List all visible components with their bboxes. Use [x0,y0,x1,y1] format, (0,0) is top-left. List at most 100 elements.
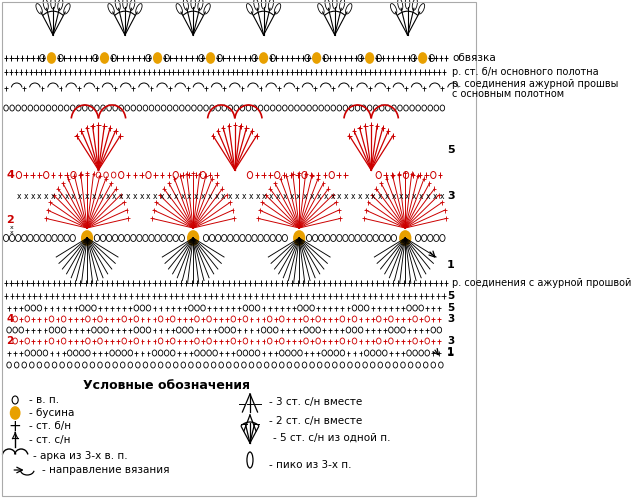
Text: x: x [344,192,348,201]
Text: 2: 2 [6,215,14,225]
Circle shape [48,53,56,63]
Circle shape [294,231,305,245]
Text: x: x [405,192,410,201]
Text: 5: 5 [447,145,454,155]
Text: - направление вязания: - направление вязания [42,465,170,475]
Text: x: x [221,192,226,201]
Text: x: x [146,192,151,201]
Text: x: x [174,192,178,201]
Text: x: x [358,192,362,201]
Text: x: x [351,192,355,201]
Text: x: x [201,192,205,201]
Circle shape [400,231,411,245]
Text: x: x [392,192,396,201]
Text: - ст. с/н: - ст. с/н [29,435,70,445]
Text: x: x [64,192,69,201]
Circle shape [154,53,162,63]
Text: x: x [194,192,198,201]
Text: р. соединения ажурной прошвы: р. соединения ажурной прошвы [452,79,618,89]
Text: x: x [290,192,294,201]
Text: 2: 2 [6,336,13,346]
Text: р. соединения с ажурной прошвой: р. соединения с ажурной прошвой [452,278,631,288]
Text: 1: 1 [447,347,454,357]
Text: x: x [139,192,144,201]
Text: x: x [276,192,280,201]
Circle shape [82,231,92,245]
Circle shape [366,53,374,63]
Text: - в. п.: - в. п. [29,395,59,405]
Text: x: x [432,192,437,201]
Text: x: x [133,192,137,201]
Text: x: x [71,192,76,201]
Circle shape [101,53,109,63]
Text: x: x [98,192,103,201]
Text: x: x [16,192,21,201]
Text: 4: 4 [6,170,14,180]
Text: x: x [23,192,28,201]
Text: р. ст. б/н основного полотна: р. ст. б/н основного полотна [452,67,599,77]
Text: 1: 1 [447,260,455,270]
Text: x: x [167,192,171,201]
Text: x
x: x x [9,225,13,236]
Text: x: x [303,192,307,201]
Text: x: x [262,192,267,201]
Text: - пико из 3-х п.: - пико из 3-х п. [269,460,351,470]
Text: x: x [283,192,287,201]
Text: 3: 3 [447,336,454,346]
Text: x: x [119,192,124,201]
Text: x: x [180,192,185,201]
Circle shape [313,53,321,63]
Text: - 5 ст. с/н из одной п.: - 5 ст. с/н из одной п. [273,433,390,443]
Text: x: x [364,192,369,201]
Text: x: x [78,192,83,201]
Text: x: x [412,192,416,201]
Text: x: x [426,192,430,201]
Text: с основным полотном: с основным полотном [452,89,564,99]
Text: x: x [371,192,375,201]
Text: x: x [105,192,110,201]
Text: 5: 5 [447,291,454,301]
Text: x: x [242,192,246,201]
Text: Условные обозначения: Условные обозначения [83,378,250,391]
Text: x: x [337,192,341,201]
Text: x: x [160,192,164,201]
Text: 3: 3 [447,314,454,324]
Text: 1: 1 [447,348,454,358]
Text: - бусина: - бусина [29,408,74,418]
Circle shape [11,407,20,419]
Text: x: x [187,192,192,201]
Text: x: x [112,192,117,201]
Text: - 2 ст. с/н вместе: - 2 ст. с/н вместе [269,416,362,426]
Text: x: x [37,192,42,201]
Text: x: x [330,192,335,201]
Text: 5: 5 [447,303,454,313]
Text: x: x [296,192,301,201]
Text: x: x [324,192,328,201]
Text: x: x [30,192,35,201]
Circle shape [260,53,268,63]
Text: 3: 3 [447,191,454,201]
Text: обвязка: обвязка [452,53,496,63]
Text: x: x [44,192,49,201]
Text: - ст. б/н: - ст. б/н [29,421,71,431]
Text: 4: 4 [6,314,13,324]
Text: x: x [317,192,321,201]
Text: x: x [57,192,62,201]
Text: x: x [439,192,444,201]
Text: x: x [91,192,96,201]
Text: x: x [50,192,56,201]
Text: x: x [126,192,130,201]
Text: x: x [153,192,158,201]
Text: +: + [9,418,21,433]
Circle shape [188,231,199,245]
Text: x: x [208,192,212,201]
Text: x: x [269,192,273,201]
Text: x: x [228,192,233,201]
Text: x: x [398,192,403,201]
Circle shape [207,53,215,63]
Text: - 3 ст. с/н вместе: - 3 ст. с/н вместе [269,397,362,407]
Text: x: x [249,192,253,201]
Text: x: x [85,192,90,201]
Text: x: x [235,192,239,201]
Text: x: x [256,192,260,201]
